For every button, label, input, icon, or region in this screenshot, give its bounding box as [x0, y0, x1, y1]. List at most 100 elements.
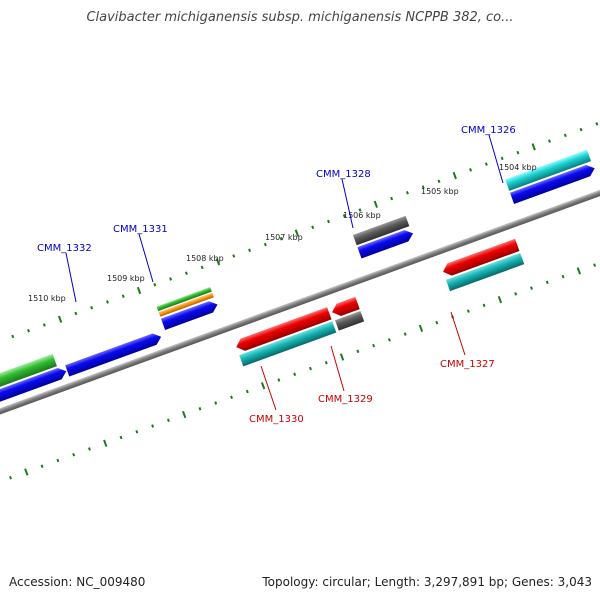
minor-tick [405, 191, 409, 195]
gene-cmm-1326[interactable] [509, 163, 597, 204]
tick-row-bottom [9, 263, 597, 480]
minor-tick [387, 338, 391, 342]
minor-tick [421, 185, 425, 189]
feature-gray-1329[interactable] [335, 311, 365, 331]
minor-tick [106, 300, 109, 304]
major-tick [576, 267, 581, 275]
gene-label-cmm-1329[interactable]: CMM_1329 [318, 394, 373, 405]
major-tick [136, 286, 142, 295]
minor-tick [184, 271, 188, 275]
feature-orange-1331[interactable] [158, 292, 214, 317]
minor-tick [358, 208, 362, 212]
minor-tick [74, 311, 78, 316]
gene-label-cmm-1332[interactable]: CMM_1332 [37, 243, 92, 254]
gene-cmm-1327[interactable] [441, 238, 520, 278]
minor-tick [248, 248, 251, 253]
minor-tick [90, 305, 94, 310]
minor-tick [198, 407, 202, 411]
minor-tick [548, 139, 551, 143]
minor-tick [403, 332, 407, 336]
tick-label: 1504 kbp [499, 163, 537, 172]
minor-tick [169, 277, 173, 281]
minor-tick [200, 265, 204, 270]
feature-teal-1327[interactable] [445, 252, 525, 292]
minor-tick [466, 309, 470, 313]
minor-tick [324, 361, 328, 365]
minor-tick [277, 378, 281, 382]
reverse-strand [234, 238, 525, 367]
leader-line [341, 178, 354, 229]
major-tick [373, 200, 378, 208]
gene-cmm-1331[interactable] [161, 299, 220, 330]
leader-line [330, 345, 345, 392]
feature-teal-1330[interactable] [239, 321, 337, 367]
minor-tick [27, 328, 30, 333]
gene-cmm-1332[interactable] [65, 331, 163, 377]
minor-tick [435, 320, 439, 325]
minor-tick [484, 162, 488, 166]
tick-label: 1508 kbp [186, 254, 224, 263]
leader-line [260, 365, 277, 411]
minor-tick [214, 401, 218, 405]
leader-line [488, 134, 504, 184]
minor-tick [342, 214, 346, 218]
major-tick [339, 353, 345, 361]
gene-cmm-1333[interactable] [0, 366, 68, 410]
gene-cmm-1330[interactable] [234, 307, 332, 353]
tick-label: 1509 kbp [107, 274, 145, 283]
minor-tick [230, 395, 233, 400]
minor-tick [311, 225, 315, 230]
major-tick [260, 382, 266, 390]
minor-tick [135, 430, 139, 434]
leader-line [450, 311, 466, 356]
gene-cmm-1328[interactable] [357, 228, 415, 259]
major-tick [497, 295, 503, 304]
major-tick [452, 171, 457, 180]
minor-tick [469, 168, 473, 172]
major-tick [215, 258, 221, 266]
forward-strand [0, 149, 597, 410]
minor-tick [72, 452, 76, 457]
map-title: Clavibacter michiganensis subsp. michiga… [86, 10, 514, 25]
minor-tick [88, 447, 91, 451]
minor-tick [151, 424, 155, 428]
minor-tick [561, 274, 565, 279]
tick-labels: 1510 kbp 1509 kbp 1508 kbp 1507 kbp 1506… [28, 163, 537, 303]
minor-tick [42, 323, 46, 327]
minor-tick [232, 254, 236, 258]
feature-green-1331[interactable] [156, 286, 212, 312]
major-tick [531, 143, 536, 151]
minor-tick [545, 280, 549, 285]
minor-tick [263, 242, 267, 247]
gene-label-cmm-1331[interactable]: CMM_1331 [113, 224, 168, 235]
tick-label: 1507 kbp [265, 233, 303, 242]
feature-gray-1328[interactable] [352, 215, 410, 246]
leader-line [65, 252, 77, 303]
genome-summary-text: Topology: circular; Length: 3,297,891 bp… [262, 575, 592, 589]
gene-label-cmm-1327[interactable]: CMM_1327 [440, 359, 495, 370]
gene-cmm-1329[interactable] [330, 296, 360, 318]
feature-cyan-1326[interactable] [505, 149, 592, 191]
minor-tick [437, 179, 441, 184]
gene-label-cmm-1330[interactable]: CMM_1330 [249, 414, 304, 425]
minor-tick [563, 133, 567, 138]
major-tick [182, 410, 187, 419]
minor-tick [482, 303, 486, 308]
minor-tick [9, 475, 12, 480]
tick-label: 1510 kbp [28, 294, 66, 303]
minor-tick [514, 292, 518, 296]
accession-text: Accession: NC_009480 [9, 575, 146, 589]
major-tick [24, 468, 29, 476]
minor-tick [121, 294, 125, 298]
gene-label-cmm-1328[interactable]: CMM_1328 [316, 169, 371, 180]
gene-label-cmm-1326[interactable]: CMM_1326 [461, 125, 516, 136]
tick-label: 1505 kbp [421, 187, 459, 196]
minor-tick [11, 334, 15, 339]
forward-labels: CMM_1332 CMM_1331 CMM_1328 CMM_1326 [37, 125, 516, 303]
feature-green-left[interactable] [0, 353, 57, 397]
minor-tick [390, 196, 394, 201]
reverse-labels: CMM_1330 CMM_1329 CMM_1327 [249, 311, 495, 425]
minor-tick [530, 286, 533, 290]
minor-tick [516, 150, 520, 155]
